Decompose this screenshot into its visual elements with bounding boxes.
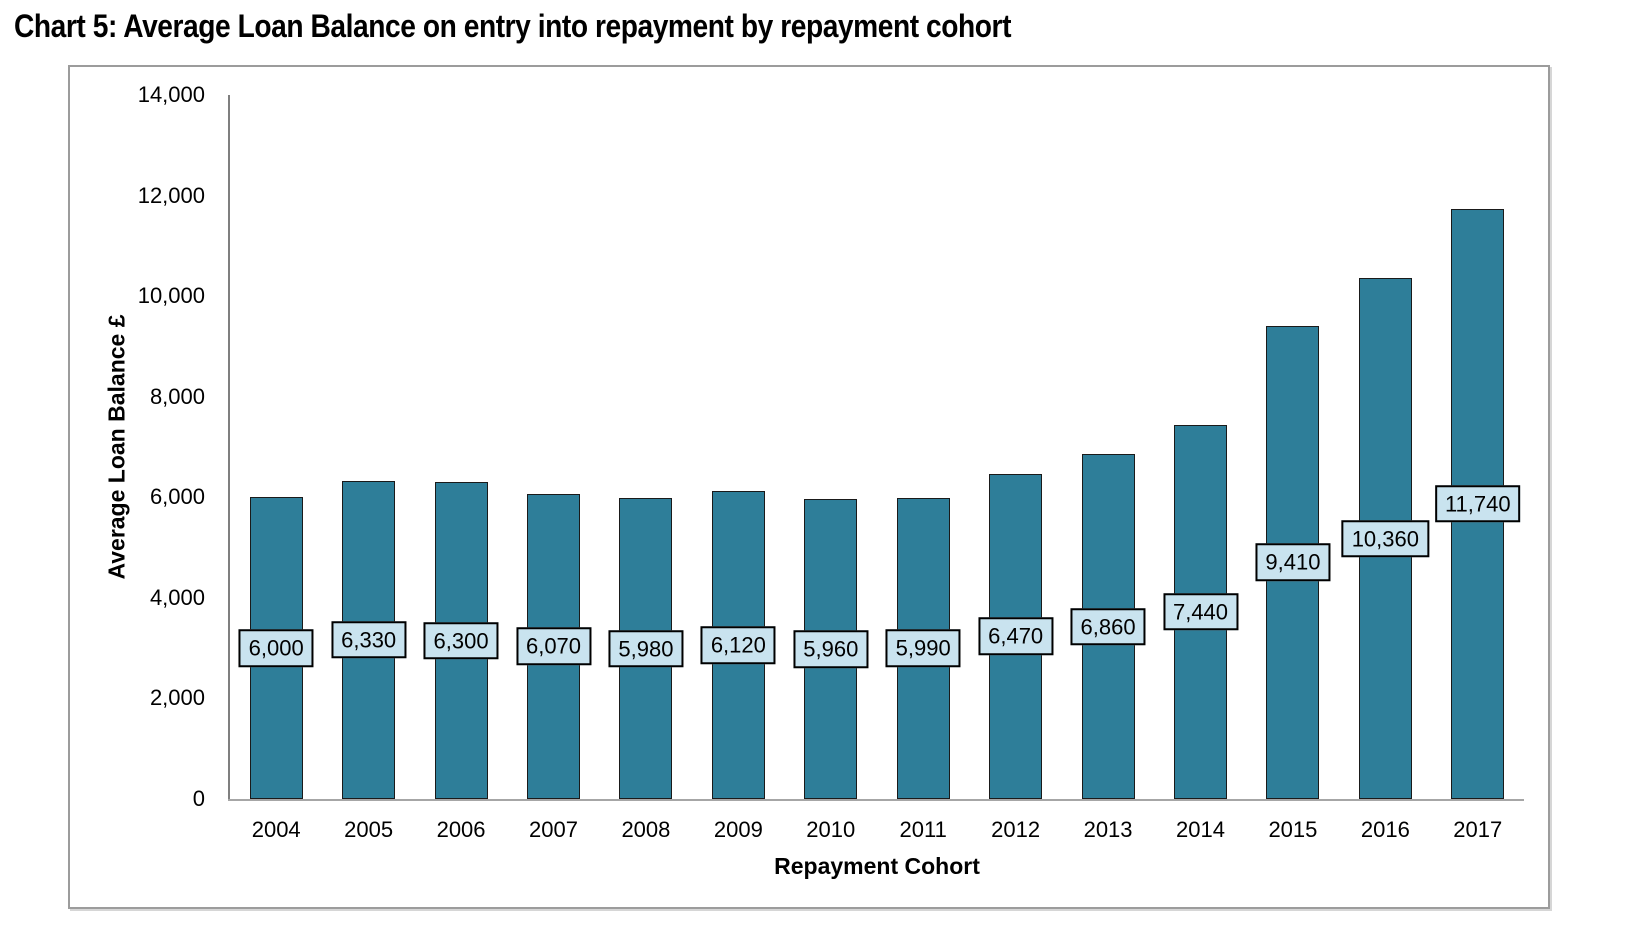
data-label-2004: 6,000 — [238, 629, 314, 667]
data-label-2006: 6,300 — [423, 621, 499, 660]
data-label-2007: 6,070 — [515, 627, 592, 666]
data-label-2008: 5,980 — [608, 629, 684, 668]
data-label-2011: 5,990 — [885, 629, 961, 668]
y-tick-10,000: 10,000 — [137, 283, 205, 309]
x-tick-2015: 2015 — [1268, 817, 1318, 842]
y-tick-14,000: 14,000 — [137, 82, 205, 107]
x-tick-2014: 2014 — [1176, 817, 1225, 842]
data-label-2012: 6,470 — [978, 617, 1054, 656]
x-tick-2011: 2011 — [899, 817, 947, 842]
y-tick-6,000: 6,000 — [149, 484, 205, 510]
x-tick-2012: 2012 — [991, 817, 1041, 842]
data-label-2015: 9,410 — [1255, 543, 1331, 582]
x-tick-2013: 2013 — [1083, 817, 1133, 842]
chart-frame: Average Loan Balance £ 0 2,000 4,000 6,000 8… — [68, 65, 1550, 909]
y-axis-line — [228, 95, 230, 799]
y-tick-0: 0 — [192, 786, 205, 811]
x-tick-2016: 2016 — [1360, 817, 1410, 842]
x-tick-2009: 2009 — [713, 817, 763, 842]
data-label-2005: 6,330 — [331, 621, 407, 659]
data-label-2009: 6,120 — [700, 626, 776, 664]
x-axis-title: Repayment Cohort — [774, 853, 980, 879]
y-tick-12,000: 12,000 — [137, 182, 205, 208]
x-tick-2004: 2004 — [251, 817, 301, 842]
data-label-2014: 7,440 — [1162, 593, 1239, 631]
data-label-2017: 11,740 — [1434, 485, 1521, 523]
data-label-2013: 6,860 — [1070, 607, 1146, 646]
y-tick-4,000: 4,000 — [149, 584, 205, 610]
y-tick-2,000: 2,000 — [149, 685, 205, 711]
x-tick-2006: 2006 — [436, 817, 486, 842]
data-label-2016: 10,360 — [1341, 519, 1429, 558]
plot-area: 6,000 6,330 6,300 6,070 5,980 6,120 5,960 5,990… — [230, 95, 1524, 799]
data-label-2010: 5,960 — [793, 630, 869, 668]
x-tick-2007: 2007 — [529, 817, 578, 842]
x-tick-2008: 2008 — [621, 817, 671, 842]
chart-title: Chart 5: Average Loan Balance on entry i… — [14, 8, 1012, 44]
x-tick-2010: 2010 — [806, 817, 856, 842]
x-tick-2005: 2005 — [344, 817, 394, 842]
x-tick-2017: 2017 — [1453, 817, 1503, 842]
y-axis-title: Average Loan Balance £ — [103, 314, 130, 580]
x-axis-line — [228, 799, 1524, 801]
y-tick-8,000: 8,000 — [149, 383, 205, 409]
